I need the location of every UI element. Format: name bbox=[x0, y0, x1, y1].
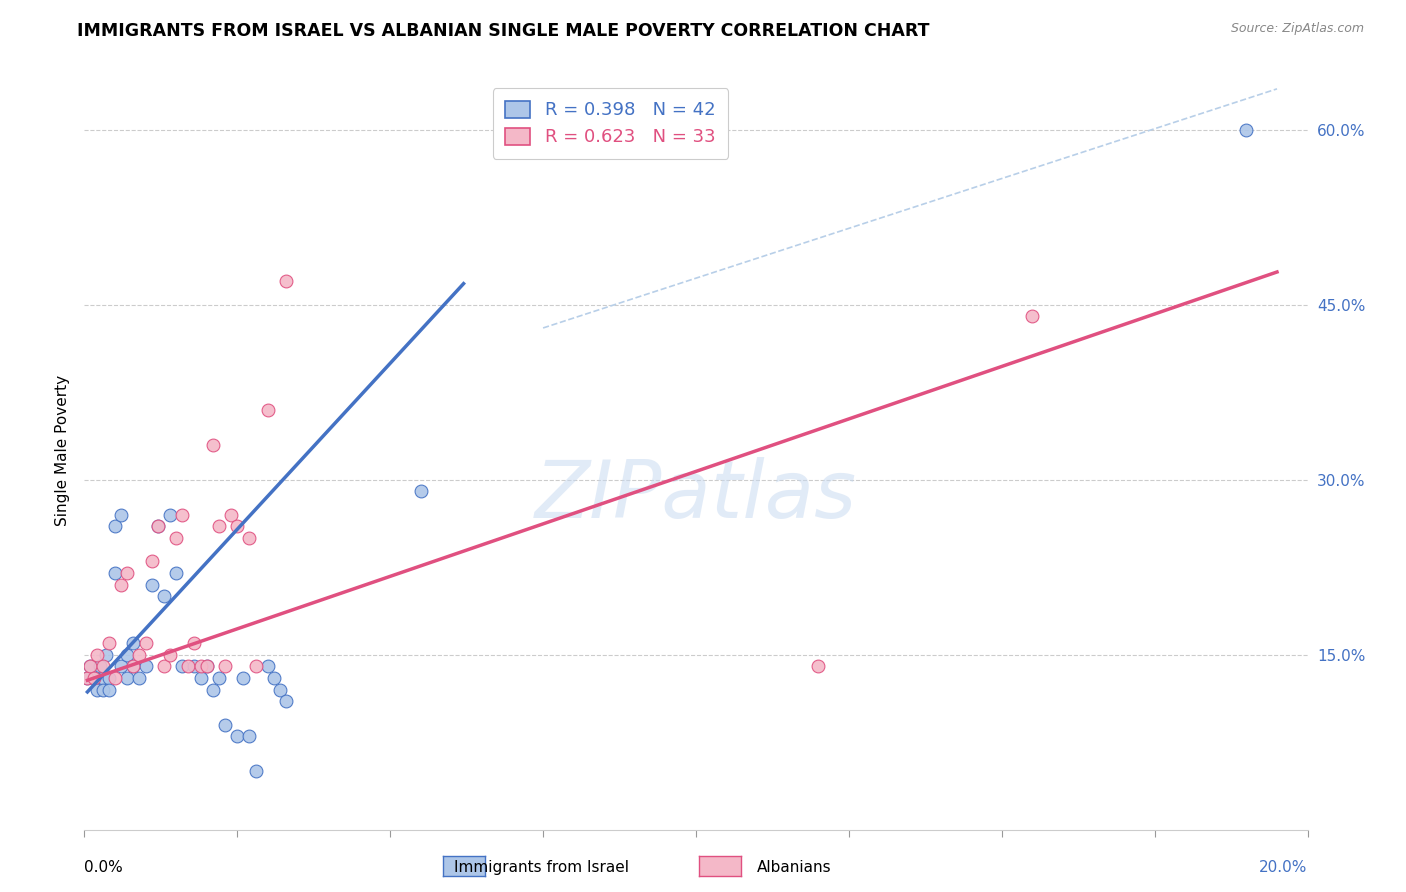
Point bbox=[159, 508, 181, 522]
Point bbox=[214, 659, 236, 673]
Point bbox=[165, 566, 187, 580]
Point bbox=[122, 636, 145, 650]
Point bbox=[172, 508, 194, 522]
Text: 20.0%: 20.0% bbox=[1260, 860, 1308, 875]
Point bbox=[226, 519, 249, 533]
Point bbox=[409, 484, 432, 499]
Point bbox=[91, 682, 114, 697]
Point bbox=[76, 671, 98, 685]
Text: Source: ZipAtlas.com: Source: ZipAtlas.com bbox=[1230, 22, 1364, 36]
Point bbox=[153, 659, 176, 673]
Text: Albanians: Albanians bbox=[756, 860, 832, 874]
Text: IMMIGRANTS FROM ISRAEL VS ALBANIAN SINGLE MALE POVERTY CORRELATION CHART: IMMIGRANTS FROM ISRAEL VS ALBANIAN SINGL… bbox=[77, 22, 929, 40]
Point bbox=[172, 659, 194, 673]
Point bbox=[201, 682, 224, 697]
Point bbox=[135, 636, 157, 650]
Point bbox=[807, 659, 830, 673]
Legend: R = 0.398   N = 42, R = 0.623   N = 33: R = 0.398 N = 42, R = 0.623 N = 33 bbox=[492, 88, 728, 159]
Point bbox=[263, 671, 285, 685]
Text: 0.0%: 0.0% bbox=[84, 860, 124, 875]
Point bbox=[257, 402, 280, 417]
Point bbox=[76, 671, 98, 685]
Point bbox=[83, 671, 105, 685]
Point bbox=[97, 682, 120, 697]
Point bbox=[195, 659, 218, 673]
Point bbox=[159, 648, 181, 662]
Point bbox=[128, 648, 150, 662]
Point bbox=[146, 519, 169, 533]
Point bbox=[195, 659, 218, 673]
Point bbox=[183, 659, 205, 673]
Point bbox=[104, 671, 127, 685]
Point bbox=[245, 659, 267, 673]
Point bbox=[208, 671, 231, 685]
Point bbox=[141, 554, 163, 568]
Point bbox=[214, 717, 236, 731]
Point bbox=[110, 577, 132, 591]
Point bbox=[190, 659, 212, 673]
Point bbox=[91, 671, 114, 685]
Point bbox=[201, 437, 224, 451]
Point bbox=[115, 671, 138, 685]
Point bbox=[238, 729, 260, 743]
Point bbox=[91, 659, 114, 673]
Point bbox=[276, 274, 298, 288]
Point bbox=[115, 648, 138, 662]
Point bbox=[269, 682, 291, 697]
Point bbox=[153, 589, 176, 603]
Point bbox=[177, 659, 200, 673]
Point bbox=[245, 764, 267, 779]
Point bbox=[83, 671, 105, 685]
Text: Immigrants from Israel: Immigrants from Israel bbox=[454, 860, 628, 874]
Point bbox=[86, 648, 108, 662]
Point bbox=[89, 659, 111, 673]
Point bbox=[238, 531, 260, 545]
Point bbox=[183, 636, 205, 650]
Point bbox=[79, 659, 101, 673]
Point bbox=[128, 671, 150, 685]
Point bbox=[232, 671, 254, 685]
Point bbox=[208, 519, 231, 533]
Point bbox=[1236, 122, 1258, 136]
Point bbox=[122, 659, 145, 673]
Point bbox=[141, 577, 163, 591]
Point bbox=[79, 659, 101, 673]
Point bbox=[165, 531, 187, 545]
Point bbox=[122, 659, 145, 673]
Point bbox=[110, 508, 132, 522]
Point bbox=[190, 671, 212, 685]
Point bbox=[97, 636, 120, 650]
Point bbox=[276, 694, 298, 708]
Y-axis label: Single Male Poverty: Single Male Poverty bbox=[55, 375, 70, 526]
Point bbox=[1021, 310, 1043, 324]
Point bbox=[146, 519, 169, 533]
Point bbox=[104, 519, 127, 533]
Point bbox=[86, 682, 108, 697]
Point bbox=[110, 659, 132, 673]
Point bbox=[135, 659, 157, 673]
Point bbox=[104, 566, 127, 580]
Point bbox=[219, 508, 242, 522]
Point bbox=[115, 566, 138, 580]
Point bbox=[257, 659, 280, 673]
Text: ZIPatlas: ZIPatlas bbox=[534, 457, 858, 535]
Point bbox=[94, 648, 117, 662]
Point bbox=[226, 729, 249, 743]
Point bbox=[97, 671, 120, 685]
